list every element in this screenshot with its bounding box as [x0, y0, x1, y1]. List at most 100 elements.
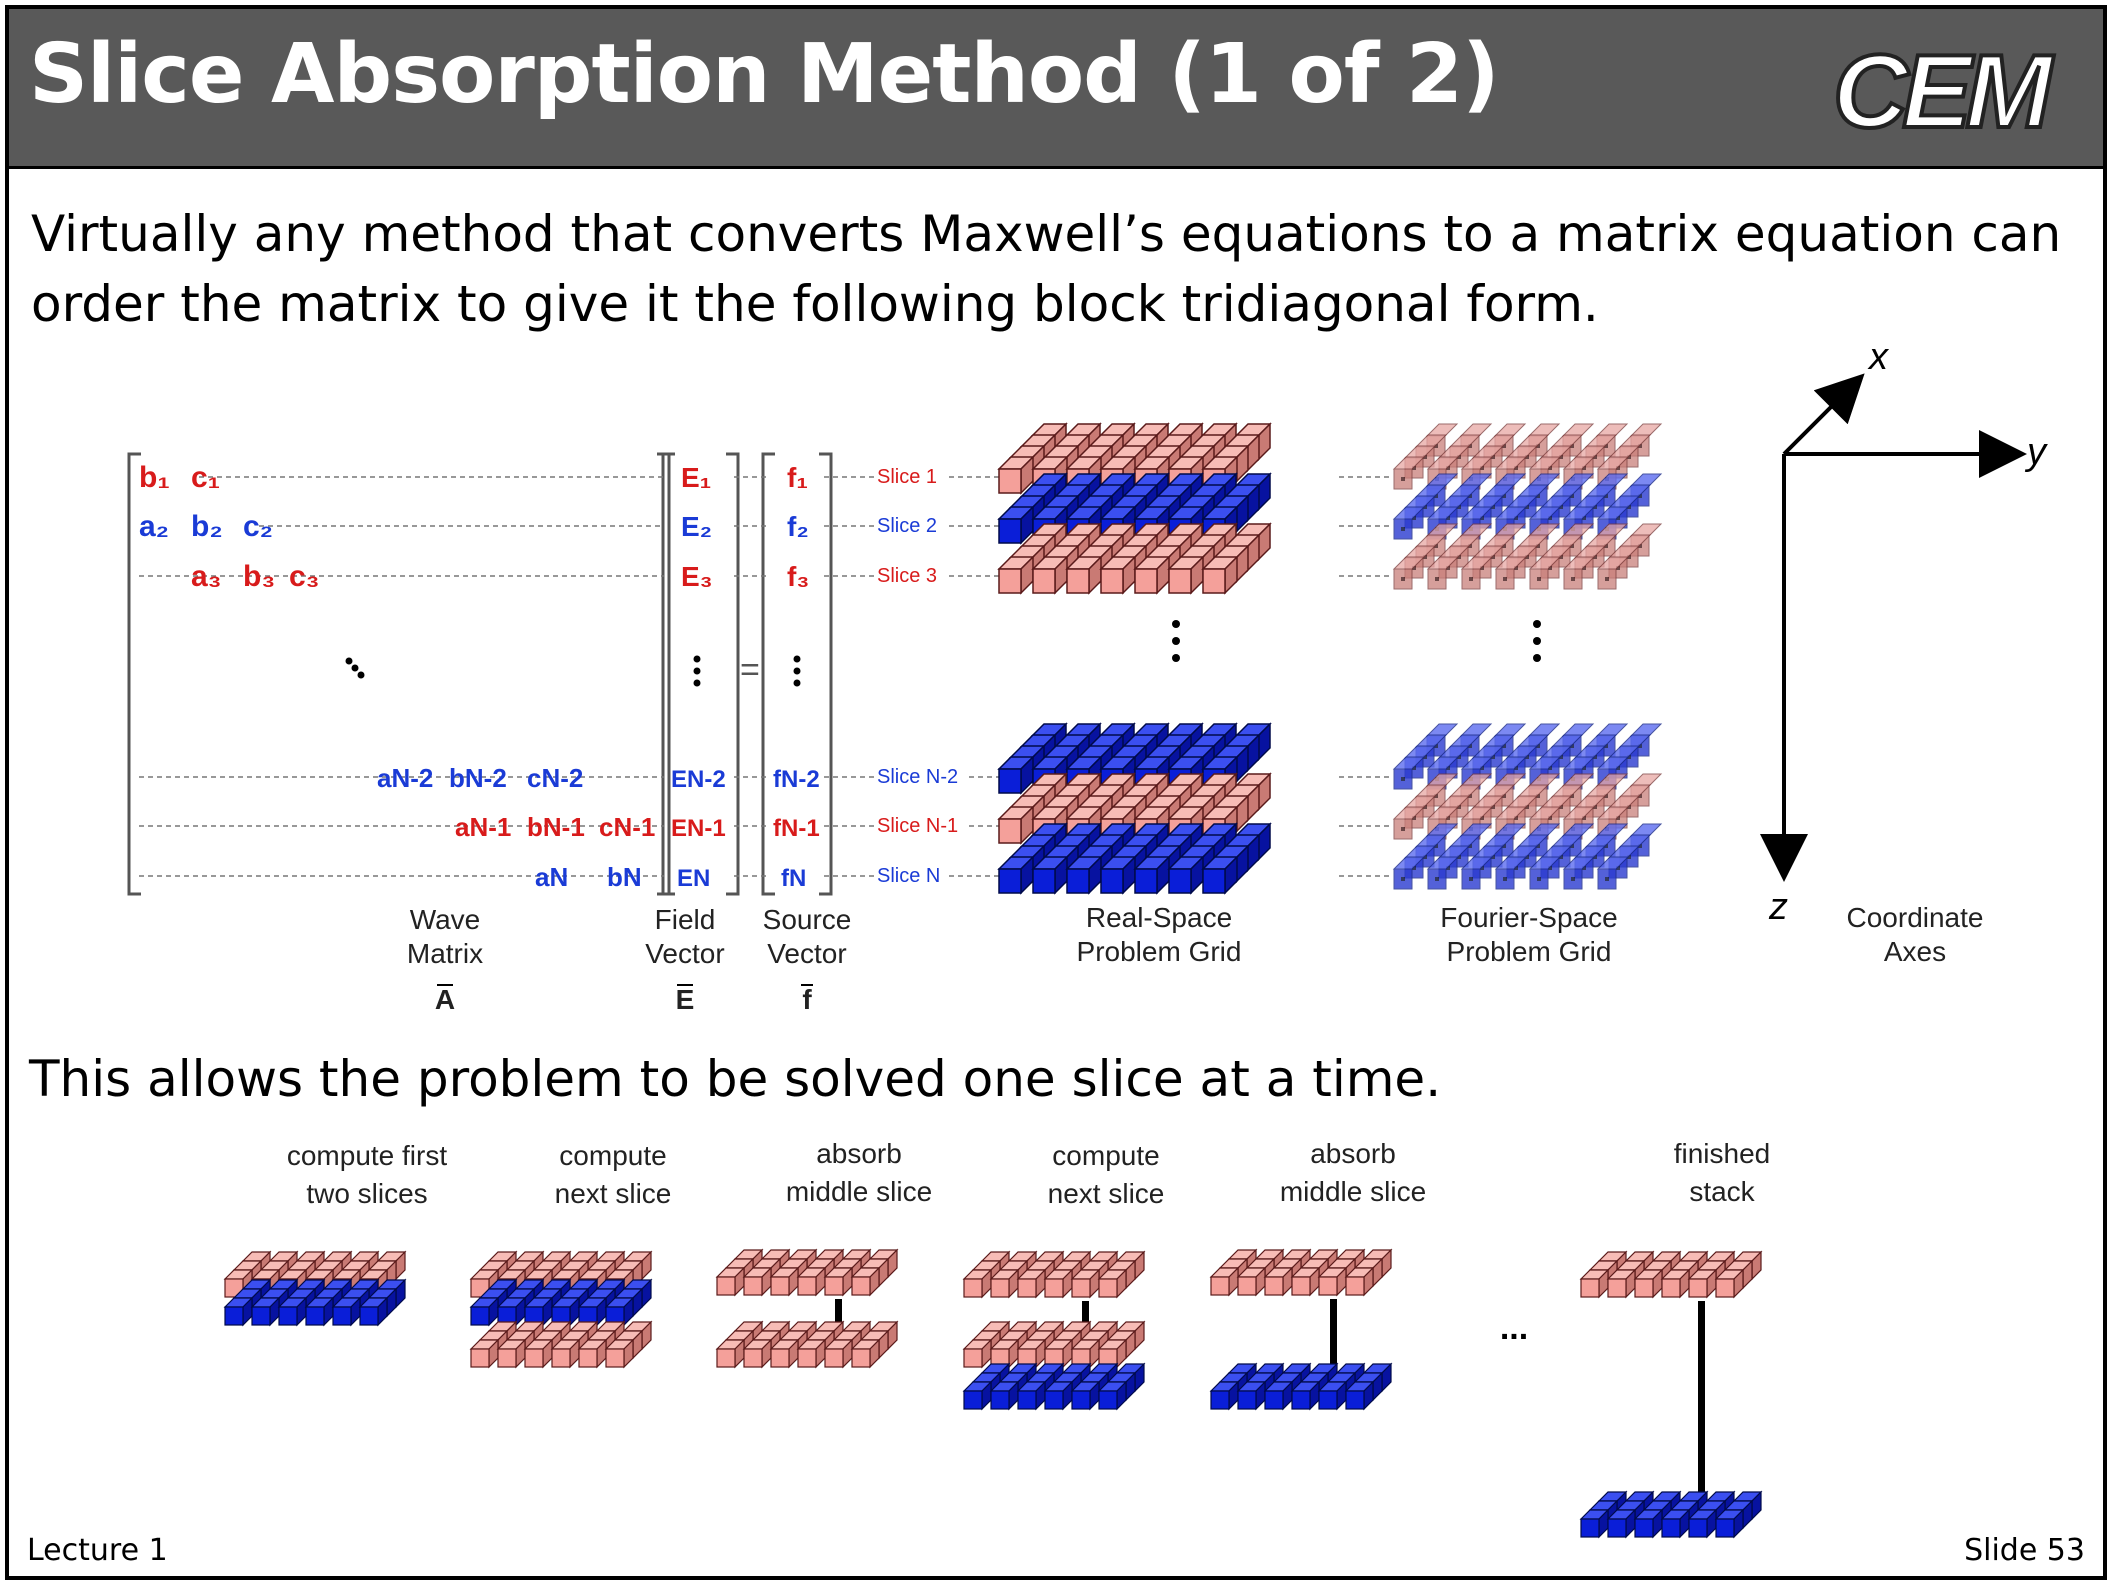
absorption-connector — [835, 1299, 842, 1334]
cube-cell — [963, 1269, 992, 1298]
slide-header: Slice Absorption Method (1 of 2) CEM — [9, 9, 2103, 169]
caption-field: Vector — [645, 938, 724, 969]
step-label: middle slice — [1280, 1176, 1426, 1207]
caption-wave: Matrix — [407, 938, 483, 969]
cube-cell — [470, 1297, 499, 1326]
step-label: absorb — [816, 1138, 902, 1169]
real-grid-dots-icon — [1172, 620, 1180, 662]
source-entry: fN-2 — [773, 766, 820, 793]
axis-x-label: x — [1867, 336, 1890, 378]
matrix-entry: aN — [535, 862, 568, 892]
cube-cell — [1580, 1509, 1609, 1538]
allows-text: This allows the problem to be solved one… — [29, 1050, 1442, 1108]
cube-cell — [963, 1381, 992, 1410]
slice-labels: Slice 1 Slice 2 Slice 3 Slice N-2 Slice … — [877, 466, 958, 887]
step-label: next slice — [1048, 1178, 1165, 1209]
matrix-entry: bN-2 — [449, 763, 507, 793]
coordinate-axes-icon — [1760, 373, 2027, 882]
field-entry: EN — [677, 865, 710, 892]
slice-sequence-diagram: compute first two slices compute next sl… — [224, 1138, 1771, 1538]
matrix-entry: c₂ — [243, 510, 273, 543]
caption-field: Field — [655, 904, 716, 935]
matrix-entry: b₃ — [243, 560, 275, 593]
matrix-entry: bN — [607, 862, 642, 892]
step-label: middle slice — [786, 1176, 932, 1207]
caption-real: Problem Grid — [1077, 936, 1242, 967]
cube-cell — [1210, 1267, 1239, 1296]
slice-label: Slice N — [877, 865, 940, 887]
cube-cell — [998, 756, 1034, 794]
source-entry: f₂ — [787, 511, 809, 542]
matrix-entry: b₂ — [191, 510, 223, 543]
caption-fourier: Problem Grid — [1447, 936, 1612, 967]
axis-z-label: z — [1768, 886, 1788, 928]
matrix-entry: cN-2 — [527, 763, 583, 793]
step-label: stack — [1689, 1176, 1755, 1207]
slide: Slice Absorption Method (1 of 2) CEM Vir… — [5, 5, 2107, 1580]
cube-cell — [998, 856, 1034, 894]
axis-y-label: y — [2024, 431, 2048, 473]
caption-source: Vector — [767, 938, 846, 969]
matrix-entry: cN-1 — [599, 812, 655, 842]
wave-matrix-bracket — [127, 452, 833, 896]
step-label: compute — [559, 1140, 666, 1171]
fourier-space-grid-top — [1393, 423, 1662, 590]
slice-label: Slice 2 — [877, 515, 937, 537]
slide-title: Slice Absorption Method (1 of 2) — [29, 27, 1500, 122]
matrix-entry: aN-1 — [455, 812, 511, 842]
field-entry: E₂ — [681, 511, 712, 542]
vector-dots-icon — [693, 655, 801, 687]
intro-text: Virtually any method that converts Maxwe… — [31, 205, 2062, 333]
absorption-connector — [1082, 1301, 1089, 1334]
logo-text: CEM — [1833, 34, 2054, 149]
source-entry: fN — [781, 865, 806, 892]
caption-field-symbol: E — [676, 984, 695, 1015]
field-vector-entries: E₁ E₂ E₃ EN-2 EN-1 EN f₁ f₂ f₃ fN-2 fN-1… — [671, 462, 820, 892]
step-label: two slices — [306, 1178, 427, 1209]
caption-wave: Wave — [410, 904, 481, 935]
sequence-stacks — [224, 1249, 1762, 1538]
caption-source: Source — [763, 904, 852, 935]
real-space-grid-top — [998, 423, 1271, 594]
cube-cell — [224, 1297, 253, 1326]
matrix-entry: aN-2 — [377, 763, 433, 793]
caption-wave-symbol: A — [435, 984, 455, 1015]
block-tridiagonal-diagram: b₁ c₁ a₂ b₂ c₂ a₃ b₃ c₃ aN-2 bN-2 cN-2 a… — [127, 336, 2048, 1015]
field-entry: E₃ — [681, 561, 713, 592]
diagram-captions: Wave Matrix A Field Vector E Source Vect… — [407, 902, 1984, 1015]
cube-cell — [716, 1267, 745, 1296]
cube-cell — [1210, 1381, 1239, 1410]
real-space-grid-bottom — [998, 723, 1271, 894]
cube-cell — [998, 556, 1034, 594]
caption-axes: Axes — [1884, 936, 1946, 967]
sequence-ellipsis: ... — [1500, 1309, 1528, 1347]
cube-cell — [998, 456, 1034, 494]
matrix-entry: c₁ — [191, 461, 220, 494]
row-guides — [139, 476, 1389, 877]
cube-cell — [963, 1339, 992, 1368]
cube-cell — [998, 806, 1034, 844]
matrix-entry: a₃ — [191, 560, 222, 593]
caption-axes: Coordinate — [1847, 902, 1984, 933]
matrix-entries: b₁ c₁ a₂ b₂ c₂ a₃ b₃ c₃ aN-2 bN-2 cN-2 a… — [139, 461, 655, 892]
footer-slide-number: Slide 53 — [1964, 1533, 2085, 1568]
source-entry: f₃ — [787, 561, 809, 592]
caption-source-symbol: f — [802, 984, 812, 1015]
matrix-entry: bN-1 — [527, 812, 585, 842]
step-label: finished — [1674, 1138, 1771, 1169]
step-label: compute first — [287, 1140, 447, 1171]
slice-label: Slice N-1 — [877, 815, 958, 837]
slice-label: Slice N-2 — [877, 766, 958, 788]
cube-cell — [1580, 1269, 1609, 1298]
matrix-entry: c₃ — [289, 560, 320, 593]
step-label: next slice — [555, 1178, 672, 1209]
step-label: compute — [1052, 1140, 1159, 1171]
slice-label: Slice 1 — [877, 466, 937, 488]
step-label: absorb — [1310, 1138, 1396, 1169]
fourier-grid-dots-icon — [1533, 620, 1541, 662]
diagonal-dots-icon — [345, 657, 365, 679]
absorption-connector — [1330, 1299, 1337, 1369]
source-entry: f₁ — [787, 462, 808, 493]
cem-logo: CEM — [1831, 32, 2062, 149]
caption-real: Real-Space — [1086, 902, 1232, 933]
